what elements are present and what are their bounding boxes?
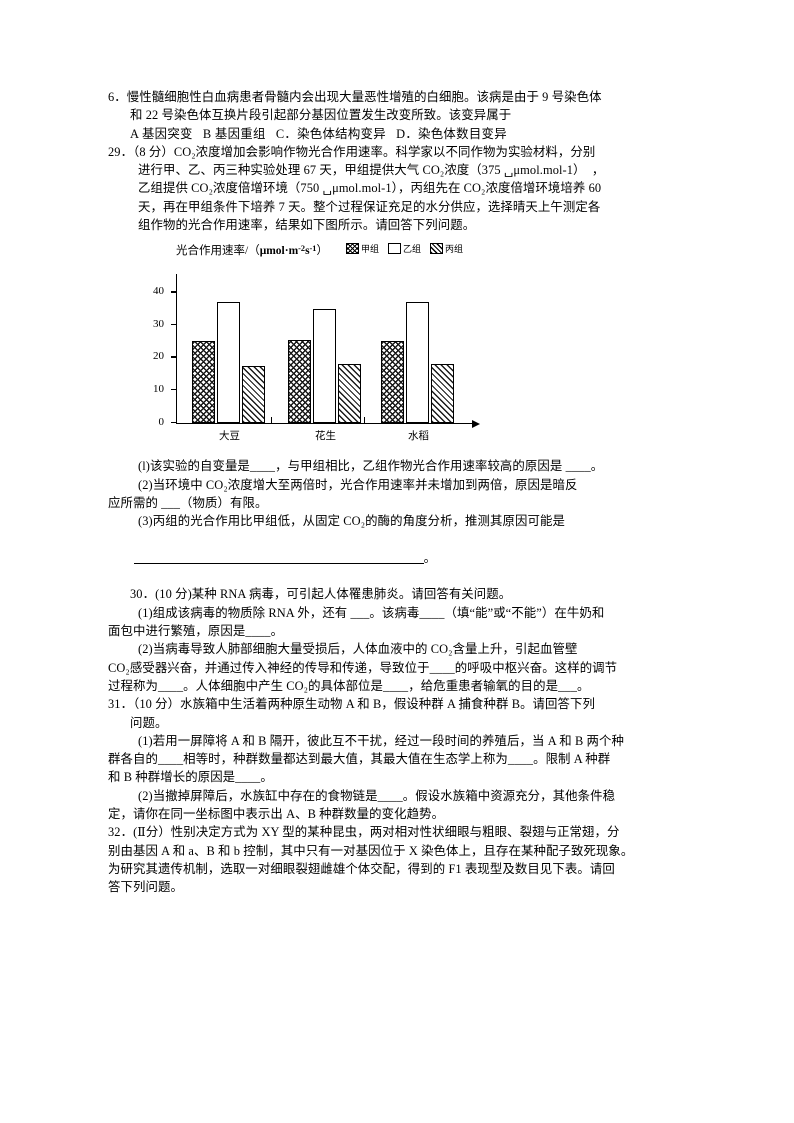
- q29-line-1: 29．（8 分）CO₂浓度增加会影响作物光合作用速率。科学家以不同作物为实验材料…: [108, 144, 596, 159]
- question-30: 30．(10 分)某种 RNA 病毒，可引起人体罹患肺炎。请回答有关问题。 (1…: [108, 585, 698, 695]
- q31-sub-1b: 群各自的____相等时，种群数量都达到最大值，其最大值在生态学上称为____。限…: [108, 752, 611, 767]
- legend-swatch-crosshatch-icon: [346, 243, 359, 255]
- x-category-label-大豆: 大豆: [219, 431, 240, 443]
- bar-大豆-乙组: [217, 302, 240, 423]
- q31-sub-2b: 定，请你在同一坐标图中表示出 A、B 种群数量的变化趋势。: [108, 807, 445, 822]
- chart-title-unit-b: s: [305, 245, 310, 258]
- q31-sub-2a: (2)当撤掉屏障后，水族缸中存在的食物链是____。假设水族箱中资源充分，其他条…: [138, 788, 616, 803]
- chart-plot-area: 0 10 20 30 40 大豆 花生 水稻: [153, 274, 480, 442]
- q31-line-1: 31．（10 分）水族箱中生活着两种原生动物 A 和 B，假设种群 A 捕食种群…: [108, 697, 596, 712]
- q29-line-4: 天，再在甲组条件下培养 7 天。整个过程保证充足的水分供应，选择晴天上午测定各: [138, 199, 601, 214]
- chart-title-close: ）: [316, 245, 328, 258]
- y-tick-label-0: 0: [158, 415, 165, 428]
- chart-title-sup-1: -2: [298, 244, 306, 254]
- bar-水稻-丙组: [431, 364, 454, 423]
- q30-line-1: 30．(10 分)某种 RNA 病毒，可引起人体罹患肺炎。请回答有关问题。: [130, 587, 512, 602]
- q30-sub-2b: CO₂感受器兴奋，并通过传入神经的传导和传递，导致位于____的呼吸中枢兴奋。这…: [108, 660, 618, 675]
- y-tick-0: 0: [159, 415, 177, 427]
- q6-line-2: 和 22 号染色体互换片段引起部分基因位置发生改变所致。该变异属于: [130, 108, 512, 123]
- chart-x-axis-arrow-icon: [472, 420, 480, 429]
- q32-line-4: 答下列问题。: [108, 880, 183, 895]
- q6-line-1: 6．慢性髓细胞性白血病患者骨髓内会出现大量恶性增殖的白细胞。该病是由于 9 号染…: [108, 90, 602, 104]
- q29-sub-3b-row: 。: [108, 531, 698, 586]
- bar-花生-丙组: [338, 364, 361, 423]
- bar-大豆-甲组: [192, 341, 215, 423]
- chart-y-axis-title: 光合作用速率/（μmol·m-2s-1）: [176, 242, 328, 258]
- question-32: 32．(Ⅱ分）性别决定方式为 XY 型的某种昆虫，两对相对性状细眼与粗眼、裂翅与…: [108, 823, 698, 896]
- page-content: 6．慢性髓细胞性白血病患者骨髓内会出现大量恶性增殖的白细胞。该病是由于 9 号染…: [108, 88, 698, 897]
- question-6: 6．慢性髓细胞性白血病患者骨髓内会出现大量恶性增殖的白细胞。该病是由于 9 号染…: [108, 88, 698, 143]
- q31-sub-1a: (1)若用一屏障将 A 和 B 隔开，彼此互不干扰，经过一段时间的养殖后，当 A…: [138, 733, 624, 748]
- chart-legend: 甲组 乙组 丙组: [346, 242, 463, 255]
- x-category-label-水稻: 水稻: [408, 431, 429, 443]
- chart-x-axis: [176, 422, 474, 425]
- q32-line-2: 别由基因 A 和 a、B 和 b 控制，其中只有一对基因位于 X 染色体上，且存…: [108, 843, 634, 858]
- q6-options: A 基因突变 B 基因重组 C．染色体结构变异 D．染色体数目变异: [130, 126, 507, 141]
- x-category-label-花生: 花生: [315, 431, 336, 443]
- y-tick-40: 40: [153, 285, 177, 297]
- bar-花生-甲组: [288, 339, 311, 423]
- legend-item-jia: 甲组: [346, 242, 379, 255]
- q29-line-3: 乙组提供 CO₂浓度倍增环境（750 ␣μmol.mol-1），丙组先在 CO₂…: [138, 181, 602, 196]
- y-tick-label-40: 40: [153, 285, 164, 298]
- y-tick-10: 10: [153, 383, 177, 395]
- q30-sub-1b: 面包中进行繁殖，原因是____。: [108, 624, 284, 639]
- q30-sub-2a: (2)当病毒导致人肺部细胞大量受损后，人体血液中的 CO₂含量上升，引起血管壁: [138, 642, 578, 657]
- legend-item-bing: 丙组: [430, 242, 463, 255]
- q31-sub-1c: 和 B 种群增长的原因是____。: [108, 770, 273, 785]
- bar-水稻-甲组: [381, 341, 404, 423]
- legend-swatch-diagonal-icon: [430, 243, 444, 255]
- chart-title-main: 光合作用速率/（: [176, 245, 260, 258]
- bar-大豆-丙组: [242, 365, 265, 423]
- q29-sub-3a: (3)丙组的光合作用比甲组低，从固定 CO₂的酶的角度分析，推测其原因可能是: [138, 514, 565, 529]
- x-separator-tick-2: [364, 417, 366, 425]
- y-tick-label-30: 30: [153, 317, 164, 330]
- q32-line-1: 32．(Ⅱ分）性别决定方式为 XY 型的某种昆虫，两对相对性状细眼与粗眼、裂翅与…: [108, 825, 620, 840]
- q29-sub-2a: (2)当环境中 CO₂浓度增大至两倍时，光合作用速率并未增加到两倍，原因是暗反: [138, 477, 578, 492]
- bar-水稻-乙组: [406, 302, 429, 423]
- question-31: 31．（10 分）水族箱中生活着两种原生动物 A 和 B，假设种群 A 捕食种群…: [108, 695, 698, 823]
- bar-花生-乙组: [313, 308, 336, 423]
- q32-line-3: 为研究其遗传机制，选取一对细眼裂翅雌雄个体交配，得到的 F1 表现型及数目见下表…: [108, 861, 615, 876]
- legend-swatch-empty-icon: [388, 243, 402, 255]
- y-tick-20: 20: [153, 350, 177, 362]
- y-tick-label-10: 10: [153, 382, 164, 395]
- photosynthesis-bar-chart: 光合作用速率/（μmol·m-2s-1） 甲组 乙组 丙组: [108, 242, 698, 457]
- q29-sub-1: (l)该实验的自变量是____，与甲组相比，乙组作物光合作用速率较高的原因是 _…: [138, 459, 604, 474]
- q29-sub-2b: 应所需的 ___（物质）有限。: [108, 495, 268, 510]
- x-separator-tick-1: [271, 417, 273, 425]
- q30-sub-1a: (1)组成该病毒的物质除 RNA 外，还有 ___。该病毒____（填“能”或“…: [138, 605, 605, 620]
- chart-y-axis: [176, 274, 178, 425]
- legend-label-jia: 甲组: [361, 244, 380, 255]
- chart-title-unit-a: μmol·m: [259, 245, 299, 258]
- q31-line-2: 问题。: [130, 715, 168, 730]
- legend-label-yi: 乙组: [403, 244, 422, 255]
- question-29: 29．（8 分）CO₂浓度增加会影响作物光合作用速率。科学家以不同作物为实验材料…: [108, 143, 698, 586]
- q29-answer-blank[interactable]: [133, 550, 424, 564]
- legend-label-bing: 丙组: [445, 244, 464, 255]
- q29-line-5: 组作物的光合作用速率，结果如下图所示。请回答下列问题。: [138, 218, 476, 233]
- y-tick-30: 30: [153, 318, 177, 330]
- y-tick-label-20: 20: [153, 350, 164, 363]
- q30-sub-2c: 过程称为____。人体细胞中产生 CO₂的具体部位是____，给危重患者输氧的目…: [108, 678, 590, 693]
- q29-sub-3b: 。: [423, 550, 437, 565]
- q29-line-2: 进行甲、乙、丙三种实验处理 67 天，甲组提供大气 CO₂浓度（375 ␣μmo…: [138, 163, 605, 178]
- chart-title-sup-2: -1: [309, 244, 317, 254]
- legend-item-yi: 乙组: [388, 242, 421, 255]
